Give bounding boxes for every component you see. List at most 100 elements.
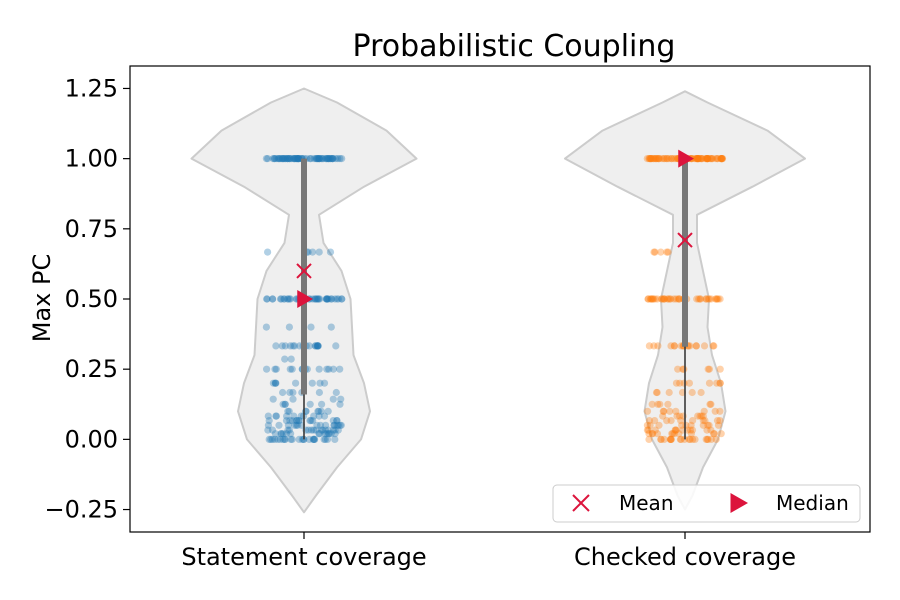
data-point [663,248,671,256]
data-point [275,421,283,429]
data-point [336,365,344,373]
data-point [707,295,715,303]
data-point [334,426,342,434]
data-point [669,430,677,438]
data-point [664,400,672,408]
data-point [710,342,718,350]
data-point [268,435,277,443]
legend-box [552,484,861,523]
data-point [660,155,668,163]
data-point [653,430,662,438]
data-point [315,430,324,438]
data-point [660,295,669,303]
y-tick-label: 1.25 [65,74,118,102]
data-point [676,379,684,387]
data-point [295,435,303,443]
data-point [275,155,283,163]
data-point [672,379,681,387]
data-point [277,430,285,438]
data-point [308,379,316,387]
data-point [263,295,271,303]
y-tick-label: 0.50 [65,285,118,313]
data-point [315,412,323,420]
data-point [654,400,662,408]
data-point [670,155,678,163]
data-point [310,155,318,163]
data-point [645,155,654,163]
data-point [309,435,318,443]
data-point [279,435,287,443]
data-point [312,295,320,303]
legend: Mean Median [552,484,861,523]
data-point [325,430,333,438]
data-point [334,421,343,429]
data-point [326,155,334,163]
data-point [708,155,717,163]
data-point [305,342,313,350]
data-point [321,426,330,434]
data-point [651,155,659,163]
data-point [278,342,286,350]
data-point [284,407,292,415]
chart-title: Probabilistic Coupling [353,29,676,64]
data-point [674,365,682,373]
data-point [717,155,725,163]
data-point [650,248,658,256]
data-point [675,295,683,303]
data-point [318,400,326,408]
data-point [295,417,303,425]
data-point [314,342,322,350]
data-point [643,407,652,415]
data-point [706,155,714,163]
data-point [657,435,665,443]
data-point [707,435,715,443]
data-point [649,295,657,303]
median-marker [297,290,313,308]
data-point [333,421,341,429]
data-point [338,155,346,163]
data-point [699,412,707,420]
mean-median-markers [296,149,694,308]
data-point [295,155,303,163]
data-point [712,435,720,443]
data-point [718,155,726,163]
legend-mean-marker [572,494,590,512]
data-point [313,342,321,350]
data-point [644,426,653,434]
data-point [656,400,664,408]
data-point [318,155,326,163]
data-point [293,417,301,425]
data-point [289,342,297,350]
data-point [677,417,685,425]
data-point [706,400,714,408]
data-point [689,435,697,443]
x-tick-label: Statement coverage [181,543,426,571]
data-point [336,155,344,163]
data-point [323,155,331,163]
data-point [295,155,303,163]
data-point [331,435,339,443]
data-point [651,295,659,303]
data-point [685,435,693,443]
data-point [709,342,717,350]
y-axis-label: Max PC [28,254,56,342]
data-point [325,295,333,303]
data-point [677,435,685,443]
data-point [667,342,675,350]
data-point [654,342,662,350]
data-point [295,155,303,163]
data-point [284,295,292,303]
data-point [285,155,293,163]
legend-median-marker [730,493,748,513]
data-point [292,417,301,425]
data-point [707,155,715,163]
data-point [274,435,282,443]
data-point [283,155,291,163]
data-point [650,342,658,350]
data-point [276,295,285,303]
data-point [331,295,339,303]
data-point [660,407,668,415]
data-point [306,417,314,425]
y-tick-label: 0.00 [65,425,118,453]
data-point [292,155,300,163]
